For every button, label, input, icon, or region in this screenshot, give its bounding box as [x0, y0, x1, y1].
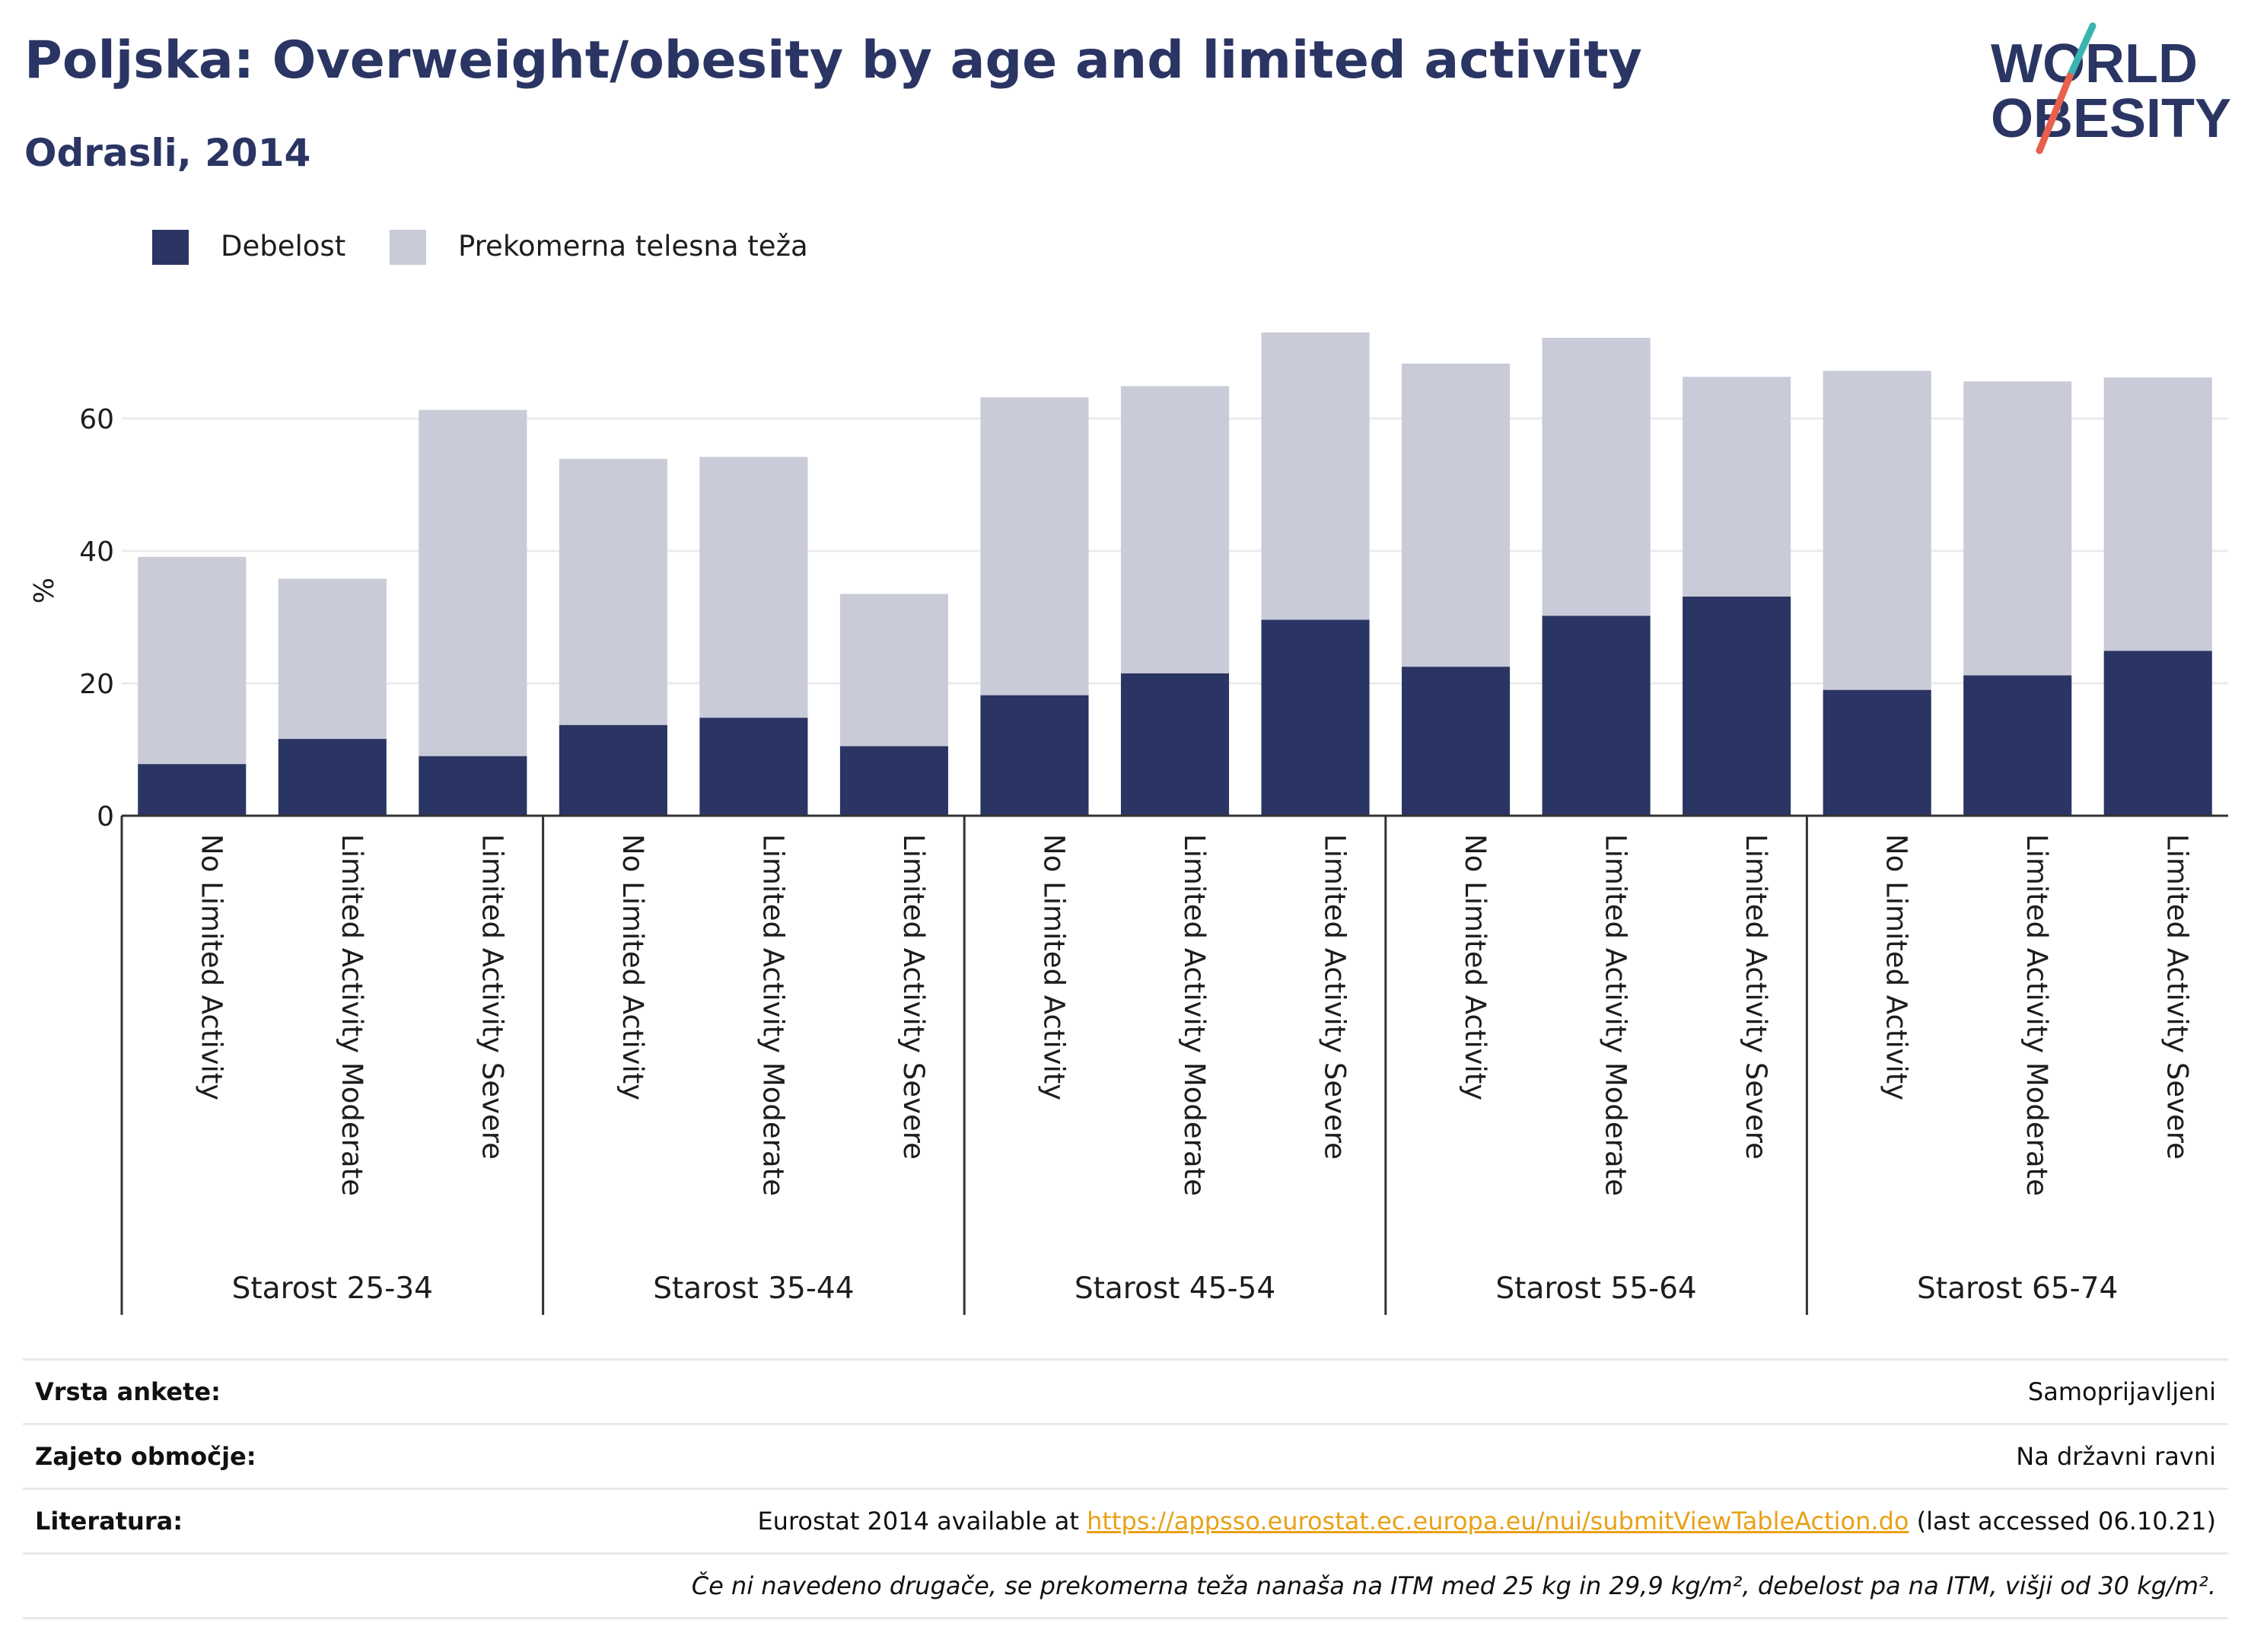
- x-tick-label: No Limited Activity: [616, 834, 649, 1100]
- y-axis-label: %: [29, 578, 60, 603]
- bar-obesity: [138, 764, 247, 816]
- bar-obesity: [1120, 673, 1230, 816]
- bar-obesity: [1683, 597, 1791, 816]
- x-tick-label: Limited Activity Severe: [1740, 834, 1772, 1160]
- stacked-bar-chart: 0 20 40 60% No Limited Activity Limited Activ…: [29, 332, 2228, 1315]
- x-tick-label: Limited Activity Moderate: [2020, 834, 2053, 1196]
- x-tick-label: Limited Activity Severe: [897, 834, 930, 1160]
- bar-overweight: [699, 457, 808, 718]
- y-tick-label: 0: [97, 801, 114, 832]
- info-label-survey-type: Vrsta ankete:: [35, 1377, 221, 1406]
- x-tick-label: Limited Activity Moderate: [336, 834, 368, 1196]
- bar-overweight: [1963, 381, 2072, 676]
- x-tick-label: Limited Activity Severe: [476, 834, 508, 1160]
- info-row-survey-type: Vrsta ankete: Samoprijavljeni: [23, 1358, 2228, 1423]
- legend-swatch-obesity: [152, 230, 189, 265]
- bar-overweight: [980, 397, 1089, 695]
- logo-slash-bottom: [2036, 72, 2074, 154]
- legend-label-overweight: Prekomerna telesna teža: [458, 230, 808, 263]
- info-row-coverage: Zajeto območje: Na državni ravni: [23, 1423, 2228, 1488]
- bar-overweight: [138, 556, 247, 765]
- info-note: Če ni navedeno drugače, se prekomerna te…: [691, 1571, 2216, 1600]
- info-table: Vrsta ankete: Samoprijavljeni Zajeto obm…: [23, 1358, 2228, 1619]
- bar-obesity: [559, 724, 667, 816]
- bar-obesity: [1963, 675, 2072, 816]
- bar-overweight: [1261, 332, 1370, 620]
- info-label-literature: Literatura:: [35, 1507, 183, 1536]
- bar-overweight: [2103, 377, 2212, 651]
- x-tick-label: Limited Activity Moderate: [756, 834, 789, 1196]
- x-tick-label: No Limited Activity: [1037, 834, 1070, 1100]
- bar-overweight: [1683, 377, 1791, 597]
- bar-obesity: [1542, 616, 1651, 816]
- y-tick-label: 60: [79, 404, 114, 435]
- info-value-survey-type: Samoprijavljeni: [2027, 1377, 2216, 1406]
- y-tick-label: 20: [79, 669, 114, 700]
- logo-text-line2: OBESITY: [1991, 88, 2231, 149]
- literature-suffix: (last accessed 06.10.21): [1909, 1507, 2216, 1536]
- x-tick-label: No Limited Activity: [195, 834, 228, 1100]
- x-tick-label: Limited Activity Severe: [2161, 834, 2194, 1160]
- bar-obesity: [419, 756, 527, 816]
- literature-link[interactable]: https://appsso.eurostat.ec.europa.eu/nui…: [1087, 1507, 1909, 1536]
- bar-obesity: [278, 739, 387, 816]
- x-tick-label: Limited Activity Moderate: [1178, 834, 1211, 1196]
- legend-swatch-overweight: [390, 230, 426, 265]
- bar-overweight: [419, 409, 527, 756]
- info-row-note: Če ni navedeno drugače, se prekomerna te…: [23, 1552, 2228, 1619]
- info-value-coverage: Na državni ravni: [2016, 1442, 2216, 1471]
- logo-slash-top: [2066, 22, 2097, 80]
- x-tick-label: No Limited Activity: [1459, 834, 1492, 1100]
- bar-overweight: [1120, 386, 1230, 673]
- bar-obesity: [1402, 667, 1511, 816]
- bar-overweight: [1823, 371, 1931, 690]
- x-tick-label: Limited Activity Moderate: [1600, 834, 1632, 1196]
- bar-obesity: [699, 718, 808, 816]
- world-obesity-logo: WORLD OBESITY: [1991, 22, 2231, 154]
- chart-subtitle: Odrasli, 2014: [24, 131, 311, 175]
- bar-obesity: [2103, 651, 2212, 816]
- bar-obesity: [839, 746, 948, 816]
- group-label: Starost 65-74: [1917, 1272, 2118, 1306]
- info-value-literature: Eurostat 2014 available at https://appss…: [757, 1507, 2216, 1536]
- info-label-coverage: Zajeto območje:: [35, 1442, 256, 1471]
- logo-text-line1: WORLD: [1991, 33, 2198, 94]
- bar-obesity: [1261, 619, 1370, 816]
- group-label: Starost 45-54: [1075, 1272, 1275, 1306]
- bar-overweight: [559, 459, 667, 725]
- bar-obesity: [1823, 689, 1931, 816]
- bar-obesity: [980, 695, 1089, 816]
- bar-overweight: [1402, 363, 1511, 667]
- bar-overweight: [278, 578, 387, 740]
- y-tick-label: 40: [79, 536, 114, 568]
- group-label: Starost 25-34: [232, 1272, 433, 1306]
- group-label: Starost 35-44: [653, 1272, 854, 1306]
- literature-prefix: Eurostat 2014 available at: [757, 1507, 1087, 1536]
- legend-label-obesity: Debelost: [221, 230, 346, 263]
- group-label: Starost 55-64: [1495, 1272, 1696, 1306]
- chart-title: Poljska: Overweight/obesity by age and l…: [24, 30, 1642, 91]
- info-row-literature: Literatura: Eurostat 2014 available at h…: [23, 1488, 2228, 1552]
- x-tick-label: No Limited Activity: [1880, 834, 1913, 1100]
- x-tick-label: Limited Activity Severe: [1319, 834, 1352, 1160]
- bar-overweight: [839, 594, 948, 746]
- bar-overweight: [1542, 337, 1651, 616]
